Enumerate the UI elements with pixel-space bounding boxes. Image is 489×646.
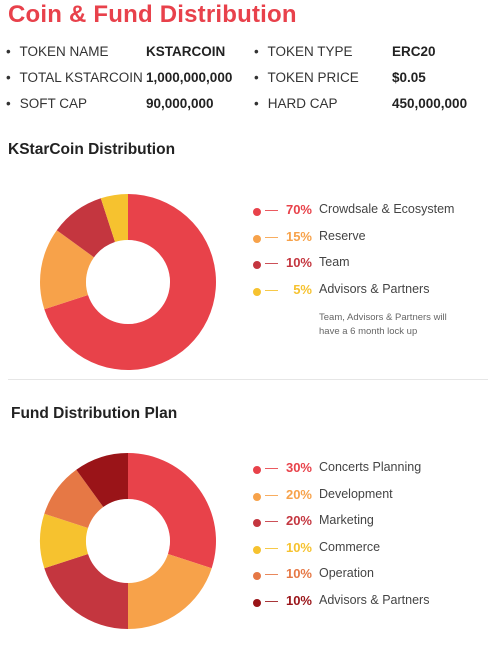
donut-slice bbox=[40, 513, 89, 569]
legend-label: Concerts Planning bbox=[319, 460, 422, 474]
legend-percent: 10% bbox=[285, 255, 312, 270]
legend-label: Advisors & Partners bbox=[319, 281, 430, 296]
token-info-label: • HARD CAP bbox=[254, 96, 338, 111]
legend-dash: — bbox=[265, 486, 278, 502]
token-info-value: 1,000,000,000 bbox=[146, 70, 233, 85]
legend-label: Commerce bbox=[319, 539, 381, 554]
token-info-row: • TOKEN NAME KSTARCOIN • TOKEN TYPE ERC2… bbox=[6, 40, 486, 66]
donut-slice bbox=[44, 469, 104, 529]
legend-label: Operation bbox=[319, 566, 374, 580]
legend-percent: 30% bbox=[285, 460, 312, 475]
token-info-value: 90,000,000 bbox=[146, 96, 214, 111]
legend-dot bbox=[253, 287, 261, 296]
legend-percent: 70% bbox=[285, 202, 312, 217]
legend-label: Advisors & Partners bbox=[319, 592, 430, 607]
legend-dash: — bbox=[265, 255, 278, 270]
token-info-value: ERC20 bbox=[392, 44, 436, 59]
lockup-note: Team, Advisors & Partners will have a 6 … bbox=[319, 312, 447, 337]
legend-dot bbox=[253, 598, 261, 607]
legend-dash: — bbox=[265, 539, 278, 555]
legend-label: Development bbox=[319, 486, 393, 501]
legend-label: Crowdsale & Ecosystem bbox=[319, 202, 455, 216]
section-divider bbox=[8, 379, 488, 380]
kstarcoin-distribution-donut-chart bbox=[40, 194, 216, 370]
donut-slice bbox=[56, 198, 116, 258]
fund-distribution-donut-chart bbox=[40, 453, 216, 629]
token-info-table: • TOKEN NAME KSTARCOIN • TOKEN TYPE ERC2… bbox=[6, 40, 486, 118]
legend-percent: 5% bbox=[293, 281, 312, 297]
donut-slice bbox=[44, 194, 216, 370]
legend-dot bbox=[253, 545, 261, 554]
legend-dot bbox=[253, 466, 261, 474]
legend-dot bbox=[253, 492, 261, 501]
donut-slice bbox=[100, 194, 128, 243]
legend-percent: 10% bbox=[285, 592, 312, 608]
legend-dash: — bbox=[265, 566, 278, 581]
legend-dash: — bbox=[265, 592, 278, 608]
legend-dot bbox=[253, 261, 261, 269]
token-info-label: • TOKEN TYPE bbox=[254, 44, 353, 59]
legend-label: Team bbox=[319, 255, 350, 269]
donut-slice bbox=[76, 453, 128, 508]
legend-dot bbox=[253, 234, 261, 243]
legend-percent: 20% bbox=[285, 513, 312, 528]
kstarcoin-distribution-title: KStarCoin Distribution bbox=[8, 141, 176, 158]
donut-slice bbox=[128, 553, 212, 629]
token-info-label: • SOFT CAP bbox=[6, 96, 88, 111]
token-info-label: • TOKEN PRICE bbox=[254, 70, 359, 85]
token-info-value: KSTARCOIN bbox=[146, 44, 226, 59]
legend-dash: — bbox=[265, 513, 278, 528]
fund-distribution-title: Fund Distribution Plan bbox=[11, 405, 178, 422]
legend-percent: 10% bbox=[285, 539, 312, 555]
token-info-label: • TOKEN NAME bbox=[6, 44, 109, 59]
token-info-value: $0.05 bbox=[392, 70, 426, 85]
legend-label: Reserve bbox=[319, 228, 366, 243]
legend-dash: — bbox=[265, 228, 278, 244]
legend-label: Marketing bbox=[319, 513, 374, 527]
donut-hole bbox=[93, 247, 163, 317]
legend-dot bbox=[253, 208, 261, 216]
donut-slice bbox=[40, 230, 95, 310]
token-info-row: • SOFT CAP 90,000,000 • HARD CAP 450,000… bbox=[6, 92, 486, 118]
token-info-row: • TOTAL KSTARCOIN 1,000,000,000 • TOKEN … bbox=[6, 66, 486, 92]
legend-dash: — bbox=[265, 460, 278, 475]
legend-dash: — bbox=[265, 281, 278, 297]
donut-slice bbox=[44, 553, 129, 629]
legend-dash: — bbox=[265, 202, 278, 217]
page-title: Coin & Fund Distribution bbox=[8, 1, 297, 28]
donut-slice bbox=[128, 453, 216, 569]
token-info-label: • TOTAL KSTARCOIN bbox=[6, 70, 143, 85]
legend-percent: 15% bbox=[285, 228, 312, 244]
legend-percent: 10% bbox=[285, 566, 312, 581]
legend-dot bbox=[253, 519, 261, 527]
legend-percent: 20% bbox=[285, 486, 312, 502]
legend-dot bbox=[253, 572, 261, 580]
donut-hole bbox=[93, 506, 163, 576]
token-info-value: 450,000,000 bbox=[392, 96, 468, 111]
